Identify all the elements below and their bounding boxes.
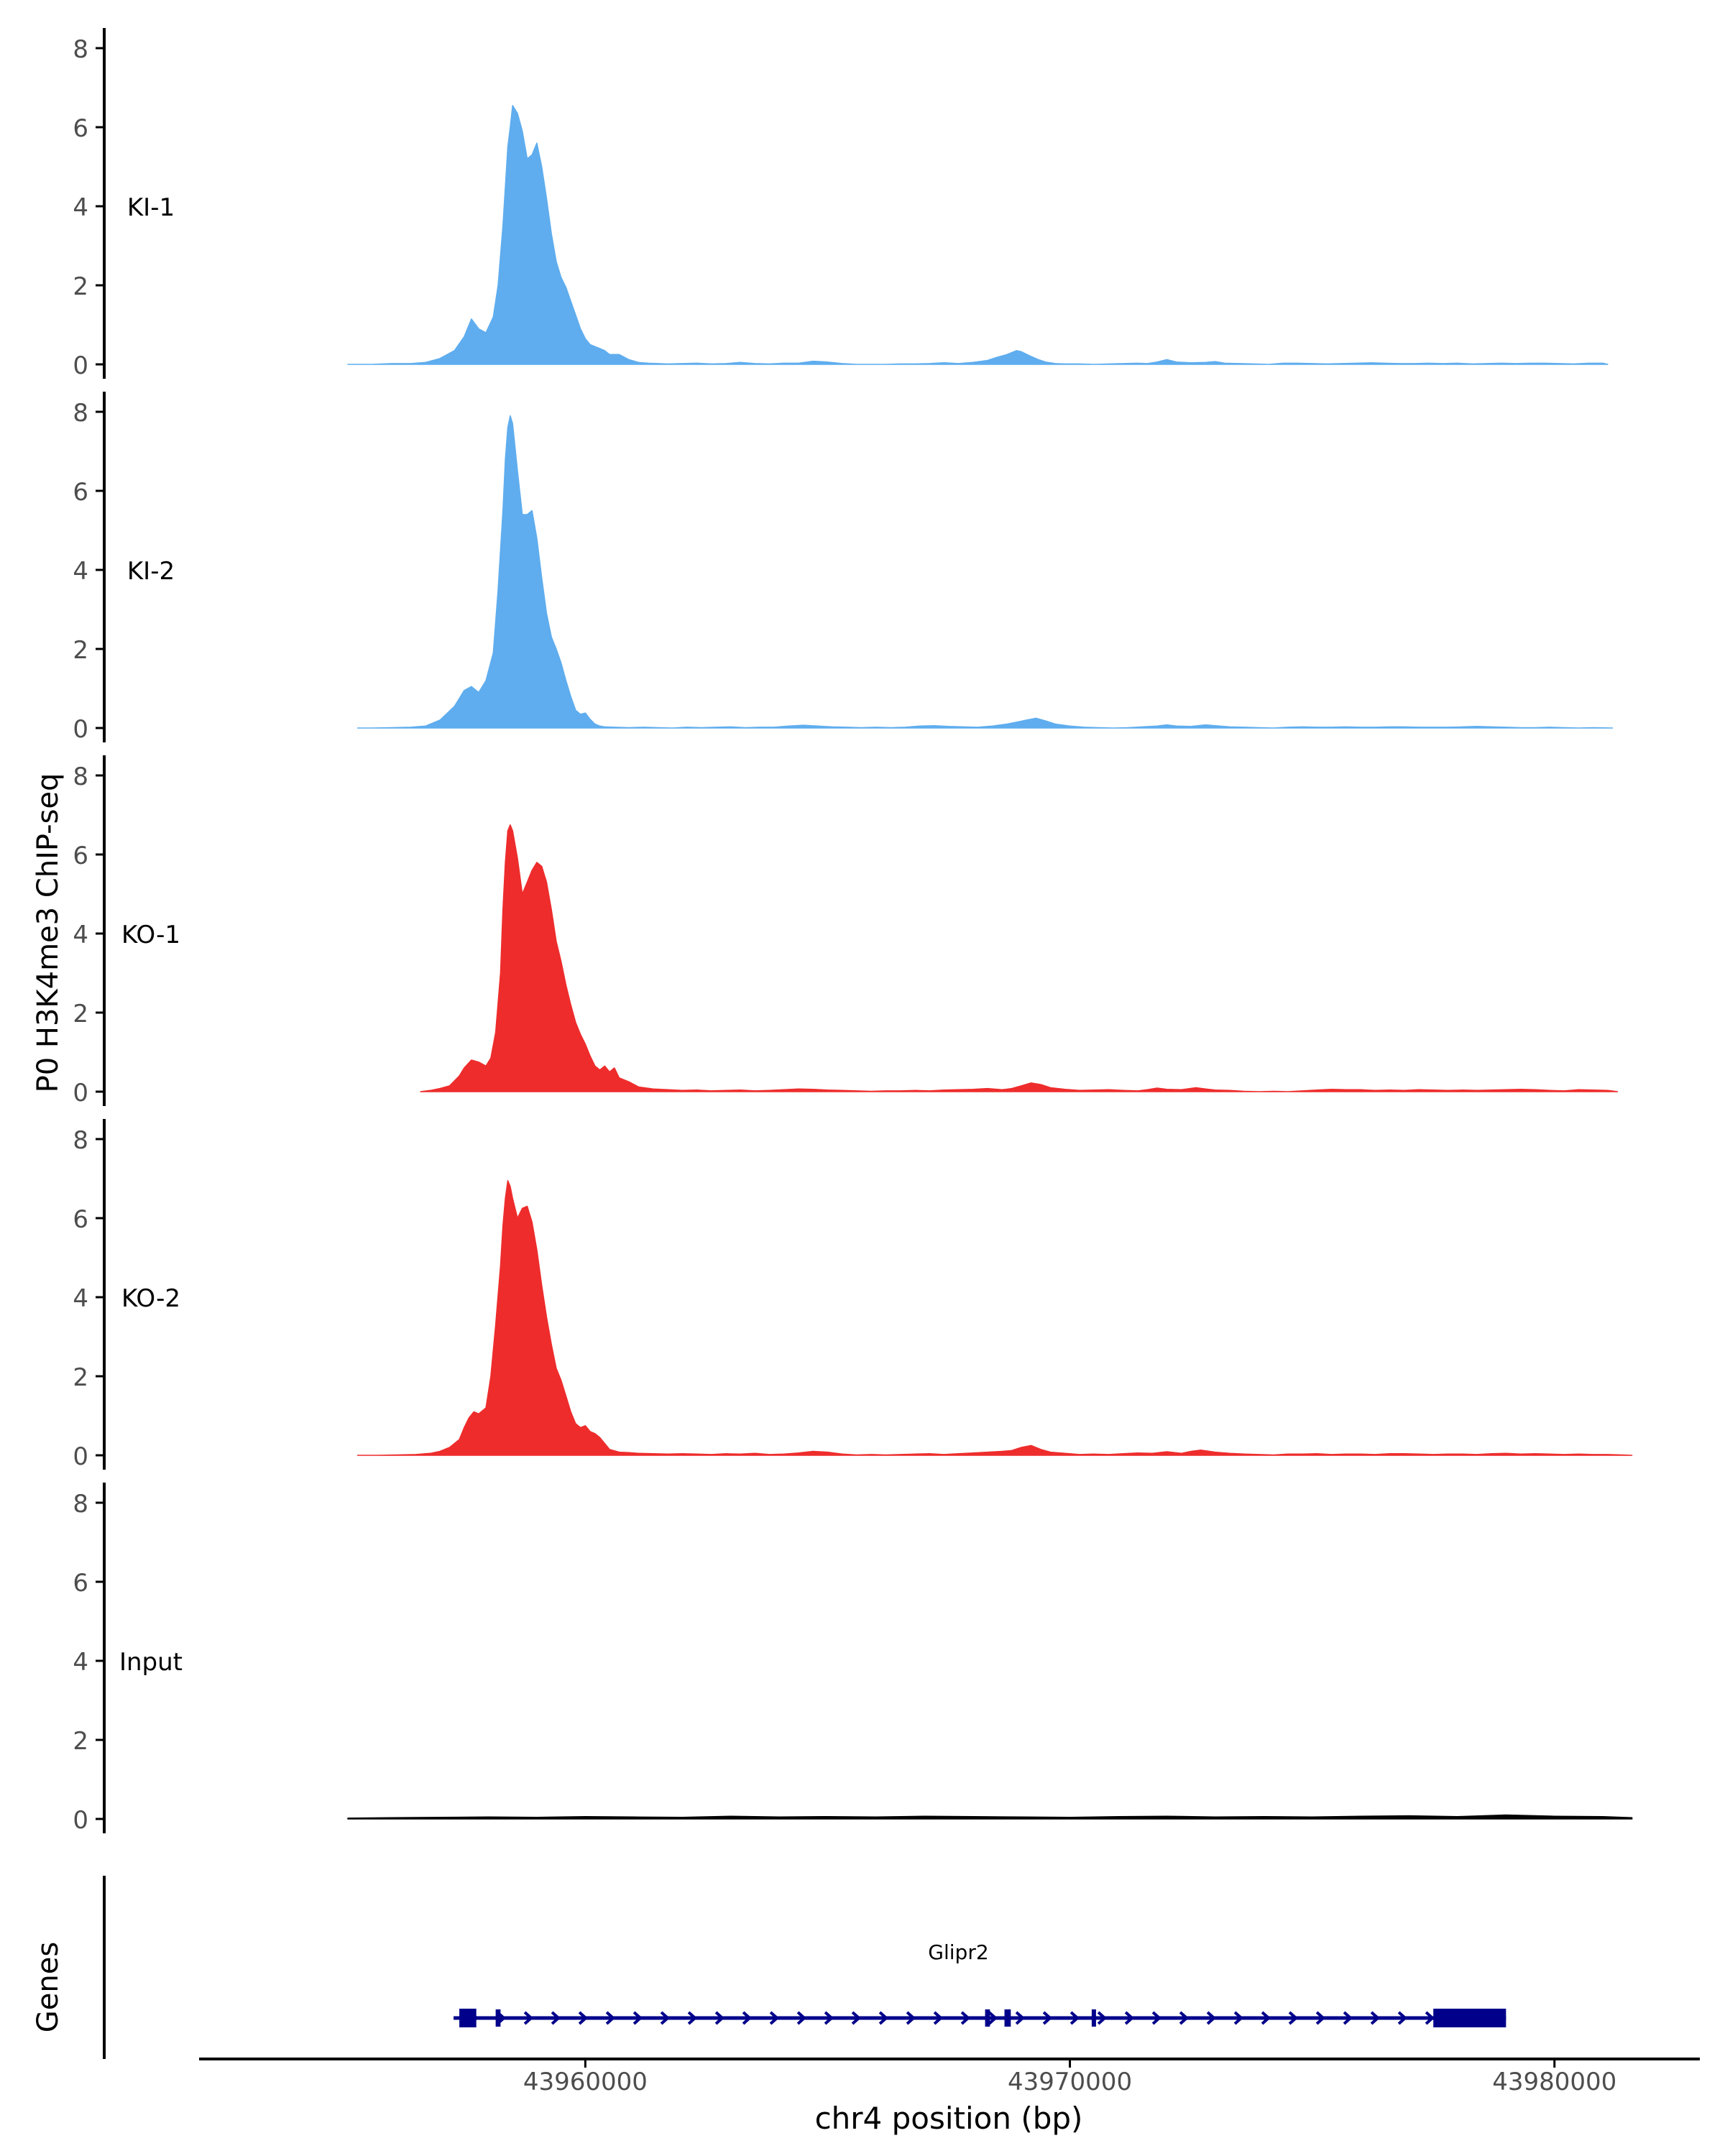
coverage-area-ko-2: [356, 1180, 1633, 1456]
strand-arrow: [687, 2011, 698, 2025]
strand-arrow: [632, 2011, 643, 2025]
y-axis-label: P0 H3K4me3 ChIP-seq: [32, 773, 65, 1093]
strand-arrow: [1015, 2011, 1026, 2025]
track-input: 0 2 4 6 8 Input: [73, 1483, 1633, 1835]
gene-exon: [1433, 2009, 1506, 2027]
strand-arrow: [824, 2011, 834, 2025]
y-tick-label: 4: [73, 557, 88, 586]
strand-arrow: [1070, 2011, 1080, 2025]
y-tick-label: 4: [73, 1284, 88, 1313]
y-tick-label: 2: [73, 1727, 88, 1756]
y-tick-label: 2: [73, 272, 88, 301]
coverage-area-input: [347, 1814, 1633, 1820]
strand-arrow: [1233, 2011, 1244, 2025]
strand-arrow: [960, 2011, 971, 2025]
strand-arrow: [1151, 2011, 1162, 2025]
strand-arrow: [906, 2011, 916, 2025]
y-tick-label: 4: [73, 921, 88, 949]
x-tick-label: 43970000: [1008, 2068, 1132, 2096]
strand-arrow: [1124, 2011, 1135, 2025]
track-label: KI-1: [127, 193, 175, 222]
strand-arrow: [1261, 2011, 1271, 2025]
y-tick-label: 8: [73, 1126, 88, 1155]
x-axis: 43960000 43970000 43980000: [199, 2058, 1700, 2096]
track-label: KI-2: [127, 557, 175, 586]
strand-arrow: [1425, 2011, 1435, 2025]
strand-arrow: [1179, 2011, 1190, 2025]
gene-exon: [495, 2009, 501, 2027]
strand-arrow: [1315, 2011, 1326, 2025]
y-tick-label: 4: [73, 193, 88, 222]
x-axis-label: chr4 position (bp): [815, 2101, 1083, 2136]
coverage-area-ko-1: [420, 824, 1619, 1092]
strand-arrow: [714, 2011, 725, 2025]
strand-arrow: [523, 2011, 534, 2025]
x-tick-label: 43980000: [1492, 2068, 1616, 2096]
y-tick-label: 0: [73, 351, 88, 380]
y-tick-label: 0: [73, 1442, 88, 1471]
x-tick-label: 43960000: [523, 2068, 648, 2096]
strand-arrow: [769, 2011, 780, 2025]
y-tick-label: 6: [73, 1205, 88, 1234]
strand-arrow: [1343, 2011, 1353, 2025]
genes-panel: Glipr2: [103, 1876, 1506, 2059]
y-tick-label: 2: [73, 1363, 88, 1392]
y-tick-label: 8: [73, 399, 88, 428]
track-label: Input: [119, 1648, 183, 1677]
track-panels: 0 2 4 6 8 KI-1 0 2 4 6 8 KI-2 0 2 4 6 8 KO-1 0 2 4 6 8 KO-2 0 2 4 6…: [73, 28, 1633, 1835]
coverage-area-ki-2: [356, 415, 1614, 729]
strand-arrow: [660, 2011, 671, 2025]
strand-arrow: [1370, 2011, 1381, 2025]
track-ki-1: 0 2 4 6 8 KI-1: [73, 28, 1609, 380]
strand-arrow: [551, 2011, 561, 2025]
strand-arrow: [1397, 2011, 1408, 2025]
gene-exon: [1091, 2009, 1096, 2027]
strand-arrow: [851, 2011, 862, 2025]
strand-arrow: [1206, 2011, 1217, 2025]
y-tick-label: 8: [73, 763, 88, 791]
y-tick-label: 0: [73, 1806, 88, 1835]
coverage-area-ki-1: [347, 105, 1609, 365]
strand-arrow: [933, 2011, 944, 2025]
y-tick-label: 8: [73, 1490, 88, 1519]
track-ki-2: 0 2 4 6 8 KI-2: [73, 392, 1614, 744]
y-tick-label: 0: [73, 1079, 88, 1107]
track-label: KO-2: [121, 1284, 180, 1313]
strand-arrow: [796, 2011, 807, 2025]
gene-model-glipr2: Glipr2: [454, 1940, 1506, 2027]
strand-arrow: [1288, 2011, 1299, 2025]
strand-arrow: [742, 2011, 753, 2025]
track-ko-1: 0 2 4 6 8 KO-1: [73, 755, 1619, 1107]
y-tick-label: 2: [73, 636, 88, 665]
gene-exon: [985, 2009, 990, 2027]
y-tick-label: 4: [73, 1648, 88, 1677]
strand-arrow: [605, 2011, 616, 2025]
y-tick-label: 2: [73, 1000, 88, 1028]
y-tick-label: 6: [73, 842, 88, 870]
gene-exon: [459, 2009, 477, 2027]
strand-arrow: [878, 2011, 889, 2025]
track-ko-2: 0 2 4 6 8 KO-2: [73, 1119, 1633, 1471]
y-tick-label: 6: [73, 1569, 88, 1598]
y-tick-label: 0: [73, 715, 88, 744]
genes-axis-label: Genes: [32, 1942, 65, 2032]
gene-exon: [1004, 2009, 1011, 2027]
strand-arrow: [578, 2011, 589, 2025]
strand-arrow: [1042, 2011, 1053, 2025]
y-tick-label: 6: [73, 478, 88, 507]
strand-arrow: [988, 2011, 998, 2025]
gene-name-label: Glipr2: [928, 1940, 988, 1964]
y-tick-label: 8: [73, 35, 88, 64]
track-label: KO-1: [121, 921, 180, 949]
strand-arrow: [1097, 2011, 1108, 2025]
y-tick-label: 6: [73, 114, 88, 143]
